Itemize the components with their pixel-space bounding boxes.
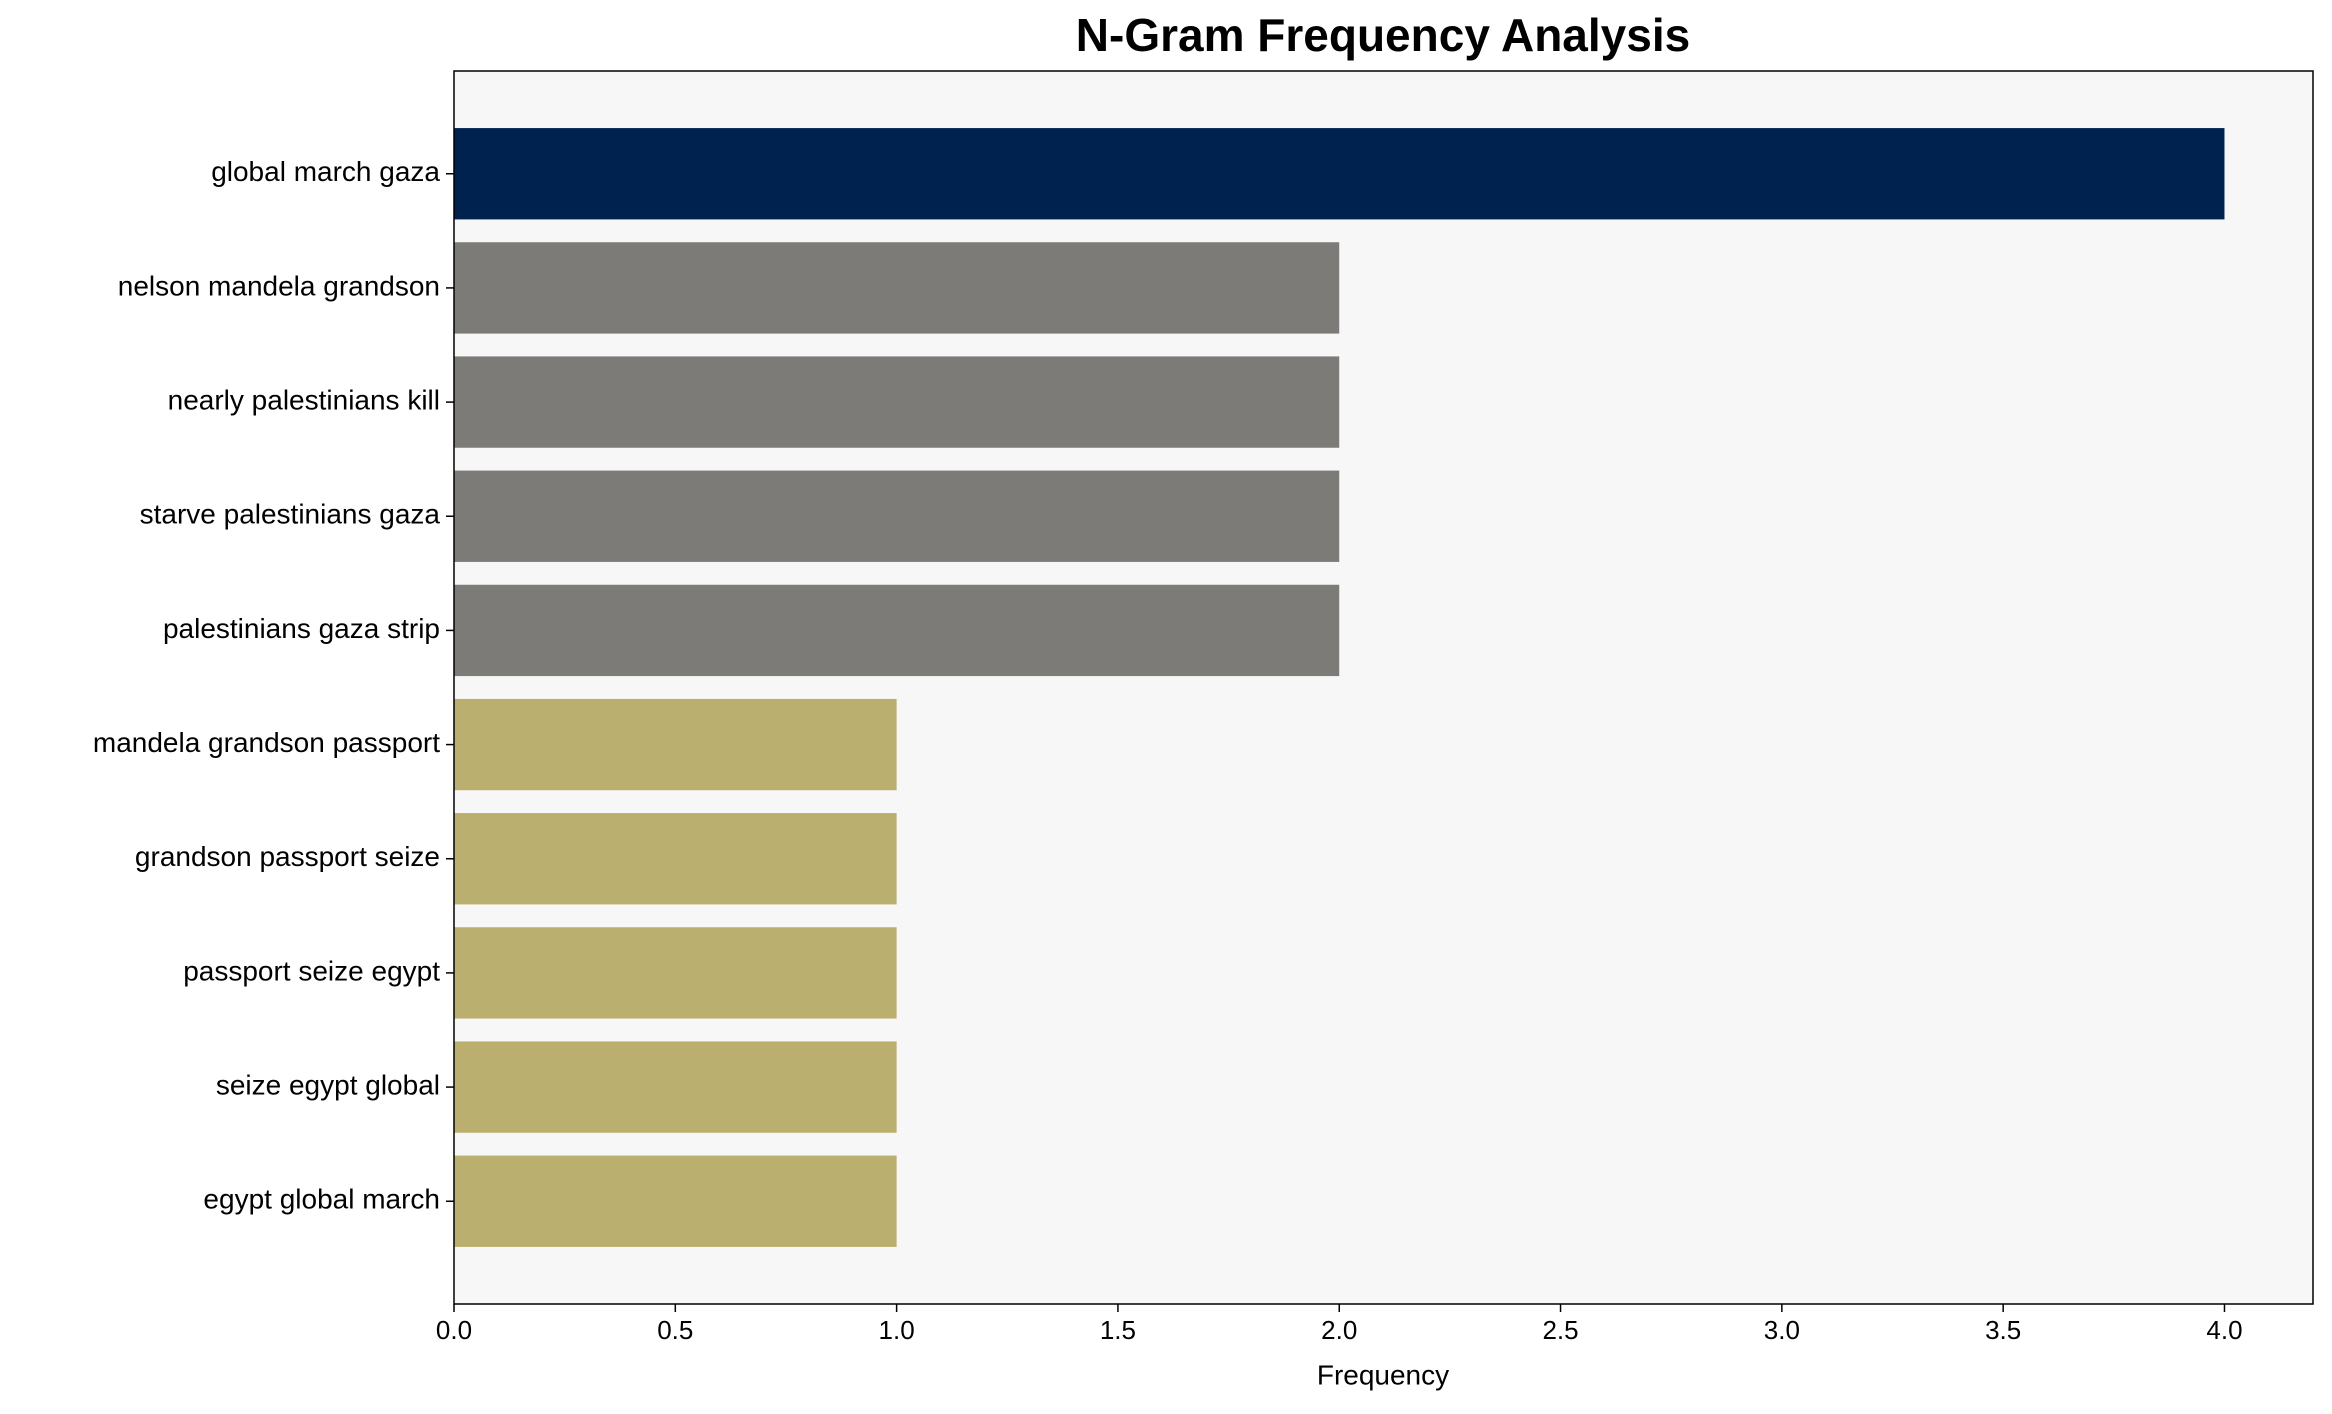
- bar: [454, 470, 1340, 562]
- bar: [454, 927, 897, 1019]
- bar: [454, 584, 1340, 677]
- x-tick-label: 2.0: [1321, 1315, 1357, 1345]
- bar: [454, 1041, 897, 1133]
- y-tick-label: passport seize egypt: [183, 955, 440, 986]
- x-tick-label: 3.0: [1764, 1315, 1800, 1345]
- bar: [454, 242, 1340, 334]
- bar: [454, 813, 897, 905]
- bar: [454, 698, 897, 791]
- x-tick-label: 0.0: [436, 1315, 472, 1345]
- y-tick-label: seize egypt global: [216, 1069, 440, 1100]
- y-tick-label: mandela grandson passport: [93, 727, 440, 758]
- y-tick-label: grandson passport seize: [135, 841, 440, 872]
- axes-frame: [453, 70, 2314, 1305]
- y-tick-label: palestinians gaza strip: [163, 613, 440, 644]
- x-axis-label: Frequency: [1317, 1359, 1449, 1390]
- y-tick-label: nearly palestinians kill: [168, 384, 440, 415]
- bar: [454, 1155, 897, 1247]
- bar: [454, 128, 2225, 220]
- y-tick-label: global march gaza: [211, 156, 440, 187]
- chart-title: N-Gram Frequency Analysis: [1076, 9, 1690, 61]
- x-tick-label: 3.5: [1985, 1315, 2021, 1345]
- y-tick-label: egypt global march: [203, 1184, 440, 1215]
- x-tick-label: 0.5: [657, 1315, 693, 1345]
- y-tick-label: starve palestinians gaza: [140, 499, 441, 530]
- x-tick-label: 2.5: [1542, 1315, 1578, 1345]
- x-tick-label: 1.5: [1100, 1315, 1136, 1345]
- bar: [454, 356, 1340, 448]
- x-tick-label: 4.0: [2206, 1315, 2242, 1345]
- y-tick-label: nelson mandela grandson: [118, 270, 440, 301]
- x-tick-label: 1.0: [879, 1315, 915, 1345]
